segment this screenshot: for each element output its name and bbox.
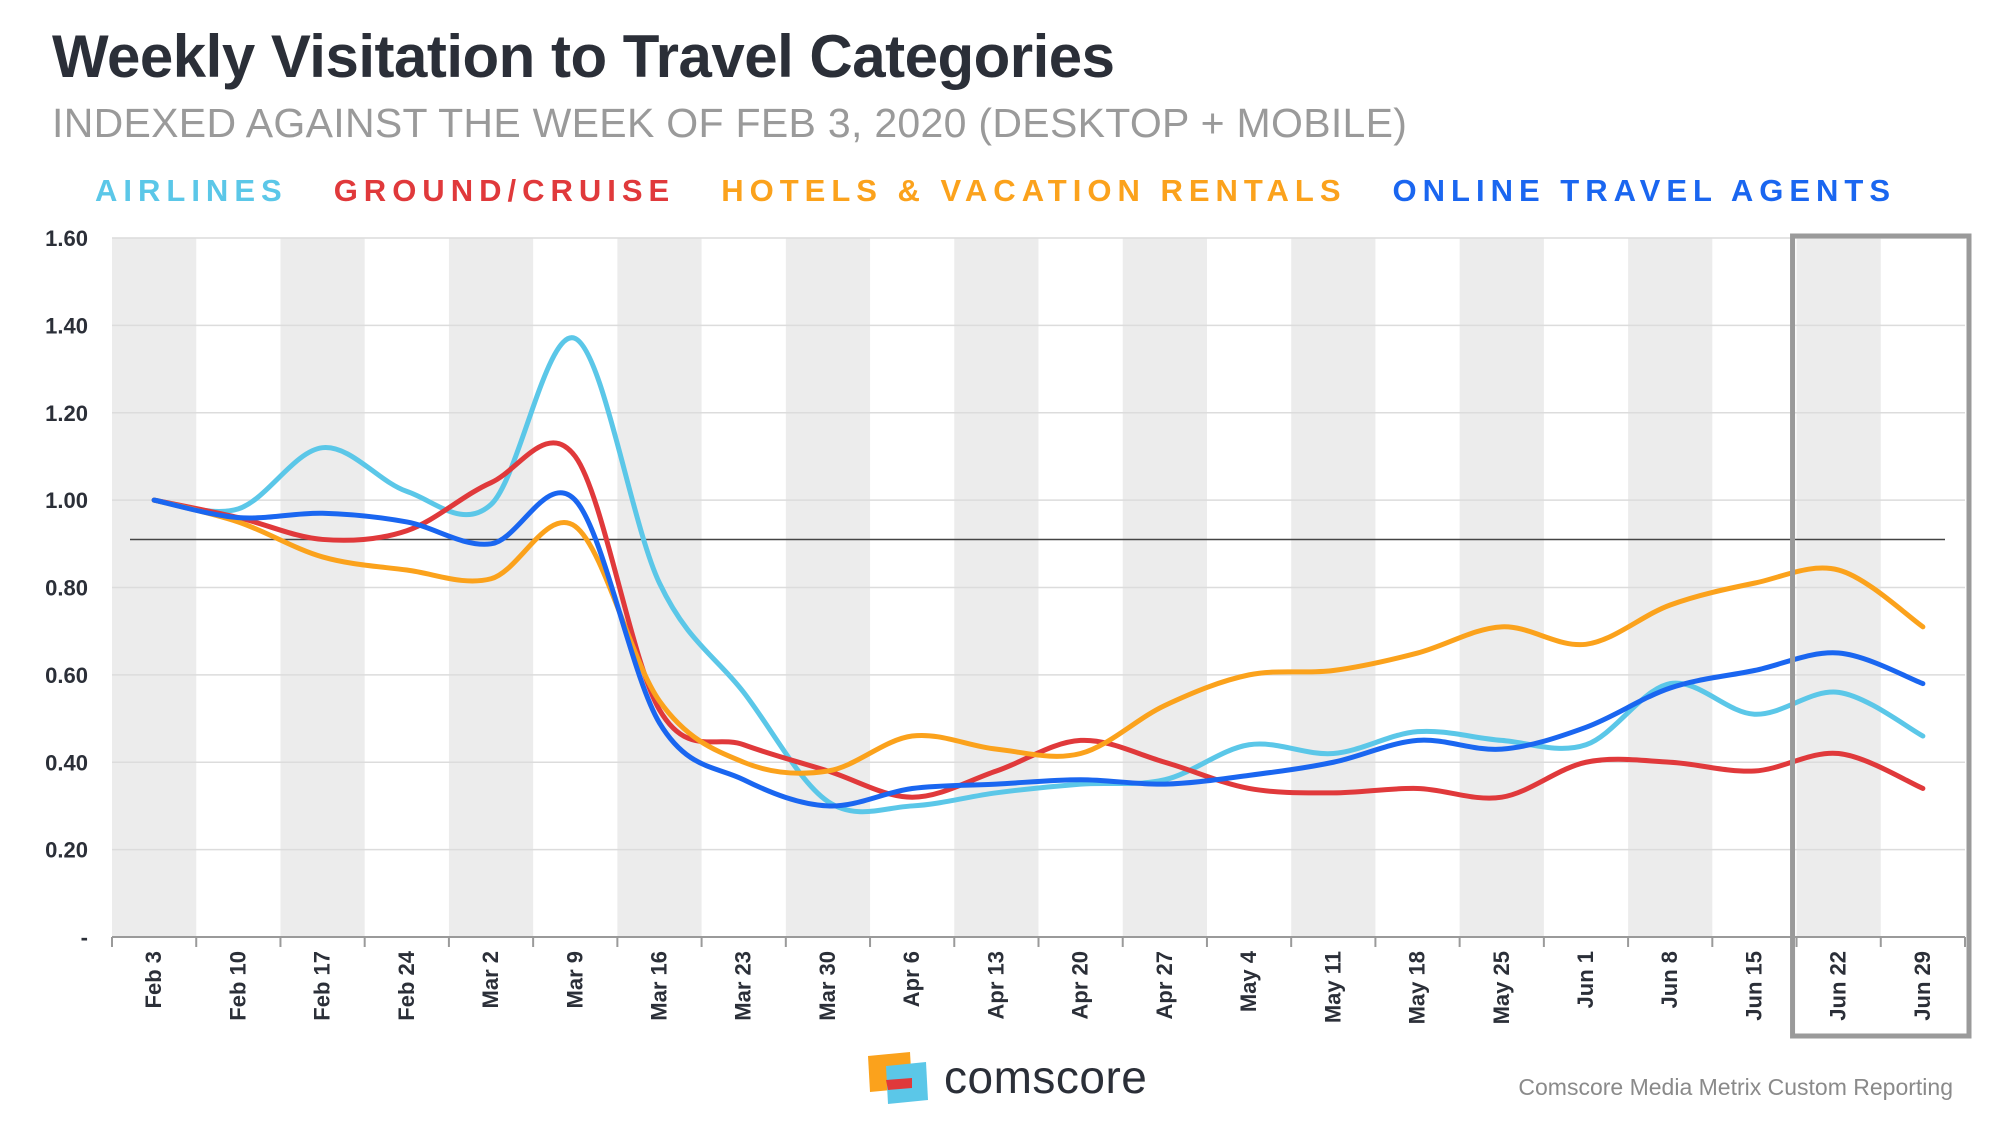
legend-item-ground-cruise: GROUND/CRUISE xyxy=(333,173,676,208)
x-tick-label: Mar 9 xyxy=(562,951,587,1008)
x-tick-label: Apr 13 xyxy=(983,951,1008,1019)
x-tick-label: Apr 27 xyxy=(1152,951,1177,1019)
highlight-box xyxy=(1790,233,1972,1039)
x-tick-label: Jun 29 xyxy=(1910,951,1935,1021)
x-tick-label: Jun 15 xyxy=(1741,951,1766,1021)
y-tick-label: 0.60 xyxy=(45,663,88,688)
series-hotels-line xyxy=(151,497,1926,776)
y-tick-label: - xyxy=(81,925,88,950)
x-tick-label: Mar 16 xyxy=(646,951,671,1021)
source-note: Comscore Media Metrix Custom Reporting xyxy=(1518,1074,1953,1100)
chart-legend: AIRLINES GROUND/CRUISE HOTELS & VACATION… xyxy=(95,168,1975,214)
legend-item-hotels: HOTELS & VACATION RENTALS xyxy=(721,173,1347,208)
x-tick-label: Jun 1 xyxy=(1573,951,1598,1008)
legend-item-airlines: AIRLINES xyxy=(95,173,288,208)
x-tick-label: May 25 xyxy=(1489,951,1514,1024)
x-tick-label: Apr 20 xyxy=(1068,951,1093,1019)
comscore-logo-icon xyxy=(868,1052,928,1104)
y-tick-label: 0.80 xyxy=(45,576,88,601)
x-tick-label: Apr 6 xyxy=(899,951,924,1007)
y-tick-label: 1.40 xyxy=(45,313,88,338)
line-chart: - 0.20 0.40 0.60 0.80 1.00 1.20 1.40 1.60 Feb 3 Fe… xyxy=(45,226,1972,1039)
x-tick-label: Mar 30 xyxy=(815,951,840,1021)
y-tick-label: 1.00 xyxy=(45,488,88,513)
x-tick-label: Feb 3 xyxy=(141,951,166,1008)
y-tick-label: 0.40 xyxy=(45,750,88,775)
x-tick-label: Feb 24 xyxy=(394,950,419,1020)
x-tick-label: Mar 2 xyxy=(478,951,503,1008)
brand-name: comscore xyxy=(944,1051,1148,1103)
x-tick-label: May 18 xyxy=(1405,951,1430,1024)
series-ota-line xyxy=(151,490,1926,809)
x-tick-label: Mar 23 xyxy=(731,951,756,1021)
legend-item-ota: ONLINE TRAVEL AGENTS xyxy=(1392,173,1897,208)
chart-title: Weekly Visitation to Travel Categories xyxy=(52,23,1115,90)
x-tick-label: Jun 8 xyxy=(1657,951,1682,1008)
x-tick-label: Feb 10 xyxy=(225,951,250,1021)
y-tick-label: 0.20 xyxy=(45,838,88,863)
x-tick-label: Feb 17 xyxy=(310,951,335,1021)
series-airlines-line xyxy=(151,335,1926,815)
footer: comscore Comscore Media Metrix Custom Re… xyxy=(0,1040,2000,1120)
y-tick-label: 1.20 xyxy=(45,401,88,426)
chart-subtitle: INDEXED AGAINST THE WEEK OF FEB 3, 2020 … xyxy=(52,100,1408,146)
x-tick-label: Jun 22 xyxy=(1826,951,1851,1021)
series-ground-cruise-line xyxy=(151,440,1926,801)
x-tick-label: May 4 xyxy=(1236,950,1261,1012)
x-tick-label: May 11 xyxy=(1320,951,1345,1023)
y-tick-label: 1.60 xyxy=(45,226,88,251)
